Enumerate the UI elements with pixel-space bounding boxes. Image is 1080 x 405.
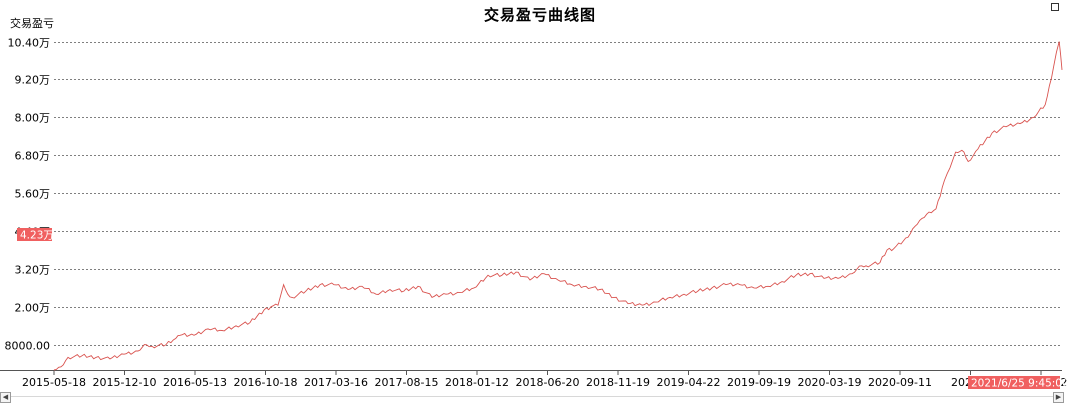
x-tick-label-9: 2019-04-22	[657, 376, 721, 389]
chart-title: 交易盈亏曲线图	[483, 6, 596, 24]
horizontal-scrollbar[interactable]	[11, 396, 1053, 397]
x-tick-label-2: 2016-05-13	[163, 376, 227, 389]
crosshair-time-badge: 2021/6/25 9:45:00	[968, 376, 1069, 390]
y-tick-label-3: 6.80万	[15, 150, 51, 163]
x-tick-label-8: 2018-11-19	[586, 376, 650, 389]
x-tick-label-5: 2017-08-15	[375, 376, 439, 389]
crosshair-time-label: 2021/6/25 9:45:00	[971, 378, 1069, 390]
y-tick-label-8: 8000.00	[5, 340, 51, 353]
x-tick-label-12: 2020-09-11	[868, 376, 932, 389]
current-value-label: 4.23万	[20, 230, 54, 242]
y-tick-label-2: 8.00万	[15, 112, 51, 125]
scroll-right-button[interactable]: ▶	[1053, 392, 1064, 403]
x-tick-label-14: 2	[1061, 376, 1068, 389]
y-tick-labels: 10.40万9.20万8.00万6.80万5.60万4.40万3.20万2.00…	[5, 37, 51, 353]
scroll-left-button[interactable]: ◀	[0, 392, 11, 403]
x-tick-label-3: 2016-10-18	[234, 376, 298, 389]
x-tick-label-11: 2020-03-19	[798, 376, 862, 389]
current-value-badge-bg	[17, 228, 52, 241]
x-tick-label-1: 2015-12-10	[93, 376, 157, 389]
y-tick-label-6: 3.20万	[15, 264, 51, 277]
x-tick-label-6: 2018-01-12	[445, 376, 509, 389]
x-tick-label-7: 2018-06-20	[516, 376, 580, 389]
crosshair-time-badge-bg	[968, 376, 1060, 389]
y-tick-label-0: 10.40万	[8, 37, 51, 50]
series-line	[53, 41, 1063, 371]
y-tick-label-1: 9.20万	[15, 74, 51, 87]
y-tick-label-4: 5.60万	[15, 188, 51, 201]
y-axis-label: 交易盈亏	[10, 17, 54, 30]
y-tick-label-7: 2.00万	[15, 302, 51, 315]
x-tick-label-4: 2017-03-16	[304, 376, 368, 389]
x-tick-labels: 2015-05-18 2015-12-10 2016-05-13 2016-10-18…	[22, 371, 1068, 389]
x-tick-label-10: 2019-09-19	[727, 376, 791, 389]
grid-lines	[54, 42, 1062, 346]
maximize-icon[interactable]	[1051, 3, 1059, 11]
x-tick-label-0: 2015-05-18	[22, 376, 86, 389]
current-value-badge: 4.23万	[17, 228, 54, 242]
